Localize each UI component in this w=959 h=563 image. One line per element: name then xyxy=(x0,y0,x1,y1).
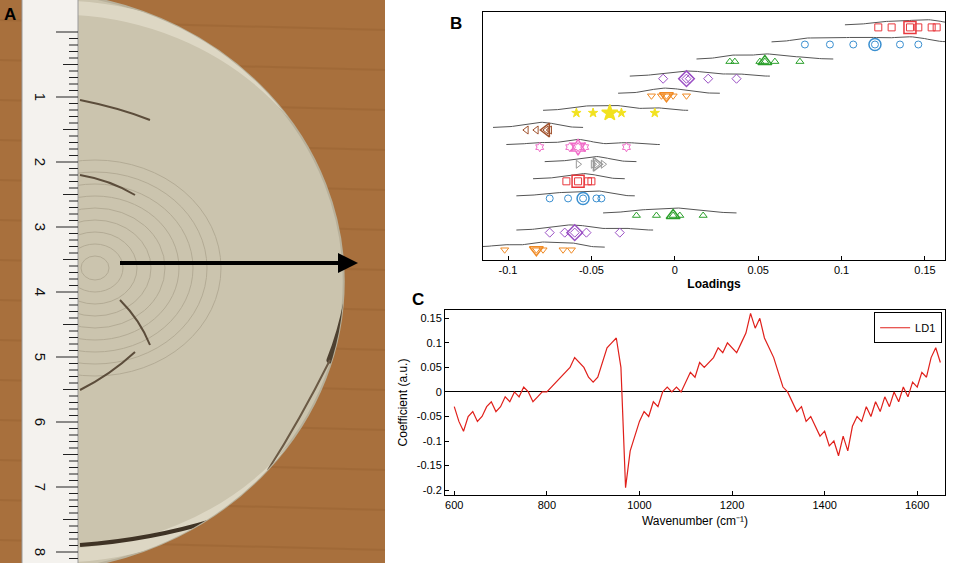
svg-text:0.1: 0.1 xyxy=(427,337,442,349)
svg-text:LD1: LD1 xyxy=(915,322,935,334)
svg-text:1: 1 xyxy=(32,93,49,101)
svg-text:800: 800 xyxy=(538,499,556,511)
svg-text:A: A xyxy=(4,5,16,24)
svg-text:6: 6 xyxy=(32,418,49,426)
svg-text:600: 600 xyxy=(445,499,463,511)
svg-text:1000: 1000 xyxy=(627,499,651,511)
svg-text:0.15: 0.15 xyxy=(420,312,441,324)
svg-text:-0.05: -0.05 xyxy=(579,264,604,276)
svg-text:-0.1: -0.1 xyxy=(423,435,442,447)
svg-text:0.05: 0.05 xyxy=(747,264,768,276)
svg-text:5: 5 xyxy=(32,353,49,361)
svg-text:-0.15: -0.15 xyxy=(417,459,442,471)
svg-text:0.1: 0.1 xyxy=(834,264,849,276)
svg-text:-0.05: -0.05 xyxy=(417,410,442,422)
svg-text:-0.1: -0.1 xyxy=(499,264,518,276)
svg-text:1600: 1600 xyxy=(905,499,929,511)
svg-text:Wavenumber (cm⁻¹): Wavenumber (cm⁻¹) xyxy=(642,514,748,528)
svg-text:0: 0 xyxy=(672,264,678,276)
svg-text:1200: 1200 xyxy=(720,499,744,511)
svg-text:0.05: 0.05 xyxy=(420,361,441,373)
svg-text:8: 8 xyxy=(32,548,49,556)
svg-text:3: 3 xyxy=(32,223,49,231)
svg-text:0.15: 0.15 xyxy=(914,264,935,276)
svg-text:Loadings: Loadings xyxy=(687,277,741,291)
svg-text:-0.2: -0.2 xyxy=(423,484,442,496)
svg-text:C: C xyxy=(412,290,424,309)
svg-text:Coefficient (a.u.): Coefficient (a.u.) xyxy=(396,359,410,447)
svg-text:4: 4 xyxy=(32,288,49,296)
svg-text:7: 7 xyxy=(32,483,49,491)
svg-text:2: 2 xyxy=(32,158,49,166)
svg-text:1400: 1400 xyxy=(812,499,836,511)
svg-text:B: B xyxy=(450,14,462,33)
svg-text:0: 0 xyxy=(436,386,442,398)
